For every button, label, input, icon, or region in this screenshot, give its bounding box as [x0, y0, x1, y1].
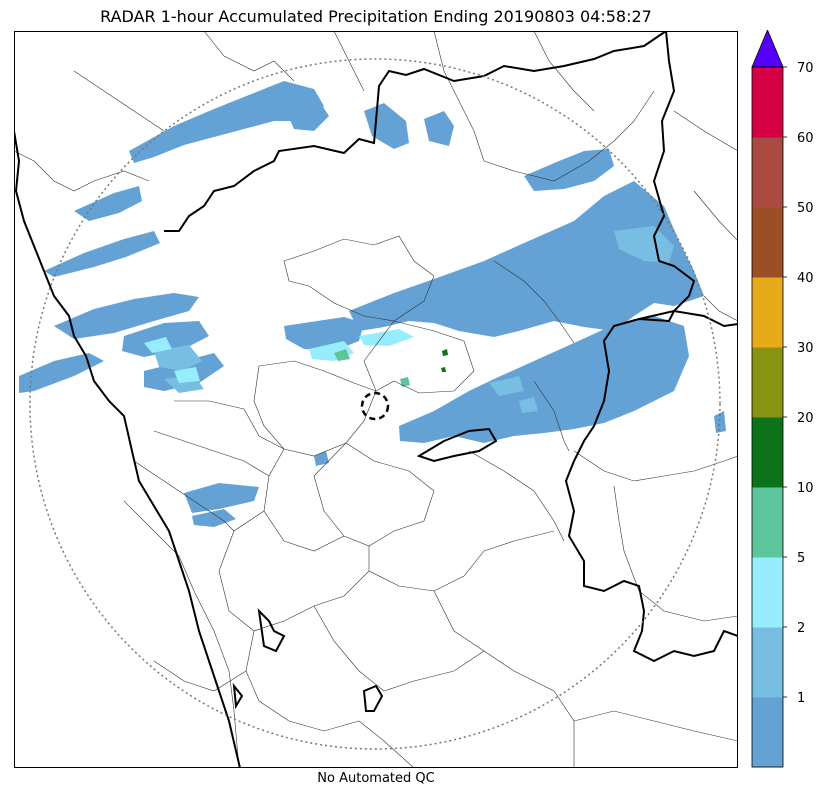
colorbar-bin: [752, 67, 783, 138]
colorbar-extend-arrow: [751, 30, 784, 68]
colorbar-bin: [752, 137, 783, 208]
map-title: RADAR 1-hour Accumulated Precipitation E…: [100, 7, 652, 26]
precipitation-intense: [441, 349, 448, 372]
colorbar-tick-label: 10: [797, 481, 814, 496]
colorbar-tick-label: 50: [797, 201, 814, 216]
colorbar-tick-label: 70: [797, 61, 814, 76]
precipitation-layer: [19, 81, 726, 527]
colorbar-bins: [752, 67, 783, 768]
radar-range-ring: [29, 58, 721, 750]
precipitation-heavy: [334, 349, 410, 387]
colorbar: 1 2 5 10 20 30 40 50 60 70: [751, 30, 814, 768]
map-frame: [14, 31, 738, 768]
colorbar-bin: [752, 417, 783, 488]
colorbar-bin: [752, 347, 783, 418]
colorbar-tick-label: 60: [797, 131, 814, 146]
colorbar-bin: [752, 697, 783, 768]
colorbar-bin: [752, 207, 783, 278]
district-boundaries: [14, 31, 738, 768]
colorbar-bin: [752, 487, 783, 558]
colorbar-tick-label: 2: [797, 621, 805, 636]
colorbar-tick-label: 30: [797, 341, 814, 356]
colorbar-tick-label: 20: [797, 411, 814, 426]
radar-site-marker: [360, 391, 390, 421]
footer-note: No Automated QC: [317, 771, 435, 786]
colorbar-bin: [752, 277, 783, 348]
precipitation-light: [154, 226, 674, 413]
radar-map[interactable]: [14, 31, 738, 768]
colorbar-bin: [752, 557, 783, 628]
colorbar-tick-label: 5: [797, 551, 805, 566]
colorbar-tick-label: 40: [797, 271, 814, 286]
colorbar-bin: [752, 627, 783, 698]
colorbar-tick-label: 1: [797, 691, 805, 706]
state-boundaries: [14, 31, 738, 768]
colorbar-ticks: 1 2 5 10 20 30 40 50 60 70: [783, 61, 814, 706]
